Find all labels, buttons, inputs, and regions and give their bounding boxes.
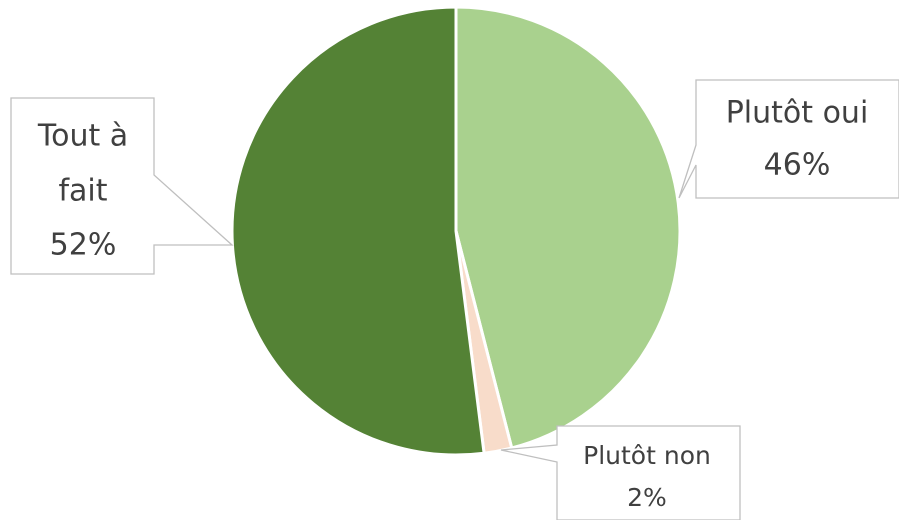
slice-label-tout-a-fait-line2: fait bbox=[58, 174, 107, 209]
slice-label-tout-a-fait-line1: Tout à bbox=[37, 119, 128, 154]
slice-label-plutot-non: Plutôt non bbox=[583, 441, 711, 470]
data-label-plutot-oui: Plutôt oui 46% bbox=[678, 79, 899, 199]
leader-line-tout-a-fait bbox=[10, 97, 234, 275]
slice-percent-plutot-oui: 46% bbox=[764, 148, 831, 183]
pie-slices bbox=[230, 5, 682, 457]
data-label-callouts: Plutôt oui 46% Tout à fait 52% Plutôt no… bbox=[10, 79, 899, 520]
leader-line-plutot-oui bbox=[678, 79, 899, 199]
data-label-tout-a-fait: Tout à fait 52% bbox=[10, 97, 234, 275]
slice-percent-tout-a-fait: 52% bbox=[50, 228, 117, 263]
pie-slice-tout-a-fait bbox=[230, 5, 486, 457]
leader-line-plutot-non bbox=[500, 425, 741, 520]
pie-slice-plutot-oui bbox=[454, 5, 682, 450]
data-label-plutot-non: Plutôt non 2% bbox=[500, 425, 741, 520]
slice-percent-plutot-non: 2% bbox=[627, 483, 667, 512]
slice-label-plutot-oui: Plutôt oui bbox=[726, 96, 869, 131]
